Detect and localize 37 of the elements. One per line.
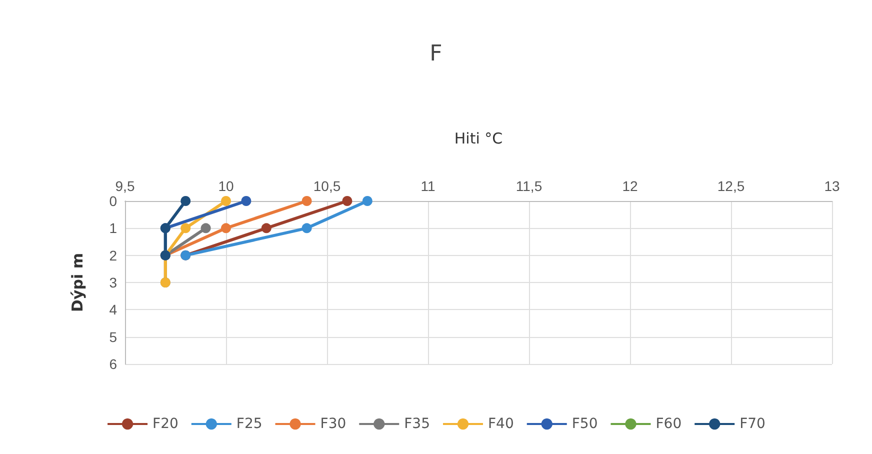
point [342,196,352,206]
point [362,196,372,206]
y-tick-label: 2 [109,247,118,264]
x-tick-label: 11,5 [516,178,542,194]
y-axis-title: Dýpi m [68,253,86,312]
y-tick-label: 6 [109,356,118,372]
point [302,196,312,206]
x-axis-title: Hiti °C [454,130,503,148]
legend-label: F70 [740,416,766,432]
point [221,223,231,234]
x-tick-label: 9,5 [115,178,135,194]
y-tick-label: 3 [109,274,118,290]
legend-label: F60 [656,416,682,432]
point [302,223,312,234]
y-tick-label: 1 [109,220,118,236]
point [261,223,272,234]
x-tick-label: 12 [622,178,638,194]
legend-label: F20 [152,416,178,432]
point [241,196,252,206]
legend-label: F25 [236,416,262,432]
chart-title: F [430,42,442,66]
legend-label: F30 [320,416,346,432]
point [200,223,211,234]
x-tick-label: 12,5 [717,178,745,194]
point [180,223,191,234]
point [221,196,231,206]
point [180,196,191,206]
x-tick-label: 10,5 [313,178,341,194]
legend-label: F50 [572,416,598,432]
y-tick-label: 5 [109,328,118,345]
y-tick-label: 4 [109,302,118,318]
y-tick-label: 0 [109,193,118,209]
x-tick-label: 11 [420,178,436,194]
legend-label: F35 [404,416,430,432]
legend-label: F40 [488,416,514,432]
x-tick-label: 13 [824,178,840,194]
x-tick-label: 10 [218,178,234,194]
